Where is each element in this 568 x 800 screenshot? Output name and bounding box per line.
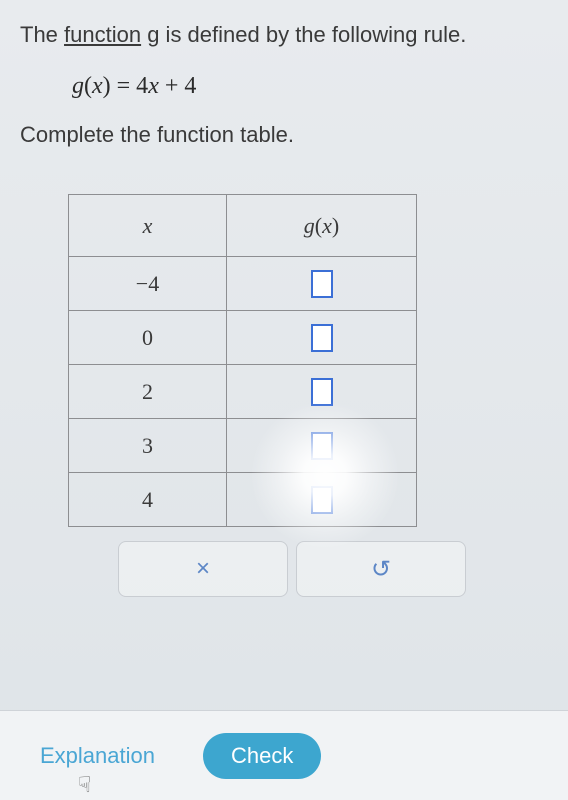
explanation-button[interactable]: Explanation <box>20 733 175 779</box>
cell-x: 0 <box>69 311 227 365</box>
cell-g <box>227 365 417 419</box>
cell-x: 4 <box>69 473 227 527</box>
undo-icon: ↺ <box>371 555 391 584</box>
answer-input[interactable] <box>311 378 333 406</box>
table-action-row: × ↺ <box>118 541 548 597</box>
clear-button[interactable]: × <box>118 541 288 597</box>
table-row: 4 <box>69 473 417 527</box>
close-icon: × <box>196 555 210 583</box>
intro-suffix: g is defined by the following rule. <box>141 22 466 47</box>
cell-g <box>227 419 417 473</box>
undo-button[interactable]: ↺ <box>296 541 466 597</box>
cell-x: 3 <box>69 419 227 473</box>
answer-input[interactable] <box>311 270 333 298</box>
function-table: x g(x) −4 0 2 3 4 <box>68 194 417 527</box>
intro-text: The function g is defined by the followi… <box>20 18 548 51</box>
instruction-text: Complete the function table. <box>20 122 548 148</box>
cell-x: −4 <box>69 257 227 311</box>
cell-x: 2 <box>69 365 227 419</box>
table-row: 0 <box>69 311 417 365</box>
intro-underlined: function <box>64 22 141 47</box>
function-table-wrap: x g(x) −4 0 2 3 4 <box>68 194 548 597</box>
cell-g <box>227 257 417 311</box>
table-row: 3 <box>69 419 417 473</box>
check-button[interactable]: Check <box>203 733 321 779</box>
cell-g <box>227 311 417 365</box>
table-row: −4 <box>69 257 417 311</box>
col-header-g: g(x) <box>227 195 417 257</box>
cell-g <box>227 473 417 527</box>
answer-input[interactable] <box>311 432 333 460</box>
equation: g(x) = 4x + 4 <box>72 73 548 100</box>
answer-input[interactable] <box>311 486 333 514</box>
intro-prefix: The <box>20 22 64 47</box>
table-row: 2 <box>69 365 417 419</box>
answer-input[interactable] <box>311 324 333 352</box>
col-header-x: x <box>69 195 227 257</box>
footer-bar: Explanation Check ☟ <box>0 710 568 800</box>
